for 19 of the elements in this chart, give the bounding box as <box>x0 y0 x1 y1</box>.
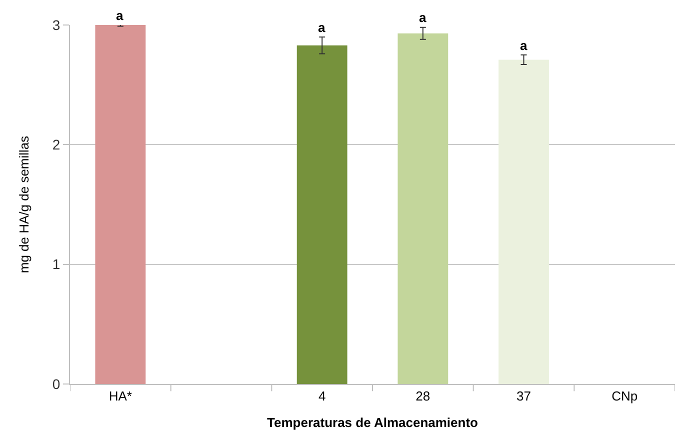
annotation: a <box>419 10 427 25</box>
annotation: a <box>116 8 124 23</box>
bar <box>398 33 448 384</box>
bar <box>95 25 146 384</box>
x-tick-label: 37 <box>516 388 531 404</box>
y-tick-label: 0 <box>52 376 60 392</box>
y-tick-label: 1 <box>52 256 60 272</box>
x-tick-label: CNp <box>612 388 638 404</box>
annotation: a <box>318 20 326 35</box>
bar <box>498 60 549 384</box>
bar <box>296 45 348 384</box>
x-tick-label: HA* <box>108 388 132 404</box>
x-axis-title: Temperaturas de Almacenamiento <box>267 415 478 430</box>
y-axis-title: mg de HA/g de semillas <box>16 135 32 274</box>
x-tick-label: 28 <box>416 388 430 404</box>
y-tick-label: 3 <box>52 16 60 33</box>
x-tick-label: 4 <box>318 388 326 404</box>
y-tick-label: 2 <box>52 136 60 153</box>
annotation: a <box>520 38 528 53</box>
